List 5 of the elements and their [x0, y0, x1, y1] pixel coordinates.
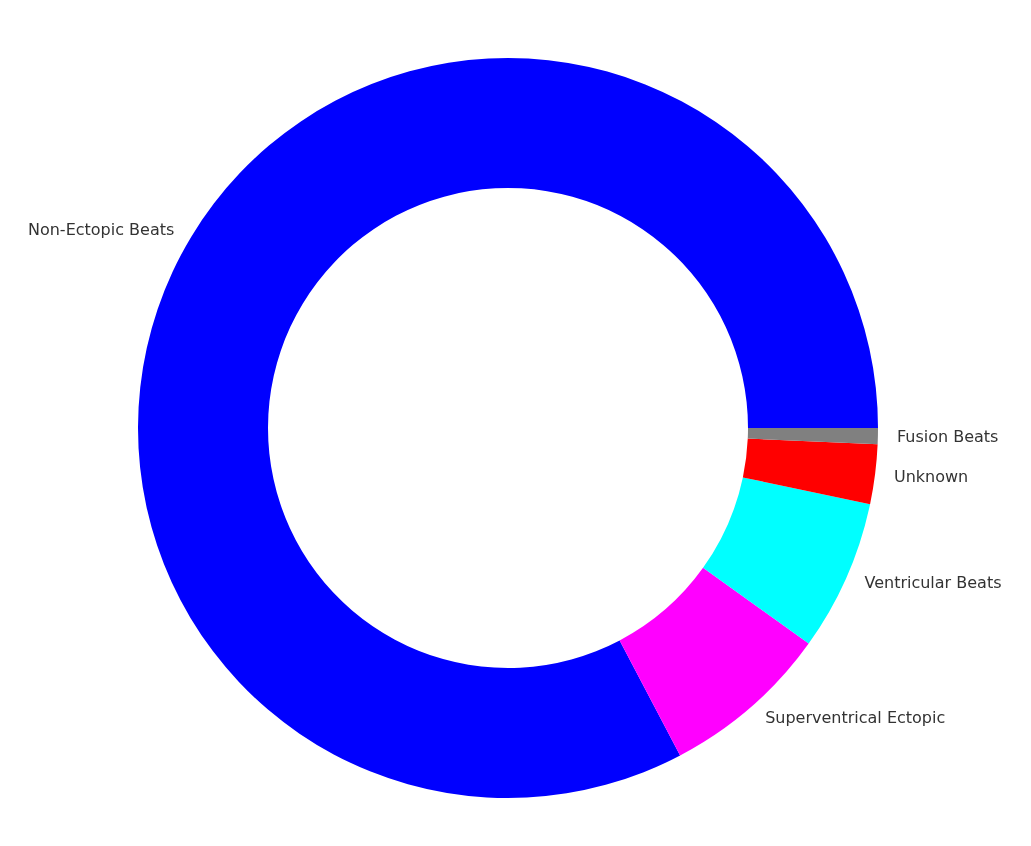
- slice-label: Superventrical Ectopic: [765, 708, 946, 728]
- slice-label: Ventricular Beats: [864, 573, 1002, 593]
- slice-label: Non-Ectopic Beats: [27, 219, 175, 239]
- slice-label: Unknown: [893, 466, 969, 486]
- slice-label: Fusion Beats: [896, 426, 999, 446]
